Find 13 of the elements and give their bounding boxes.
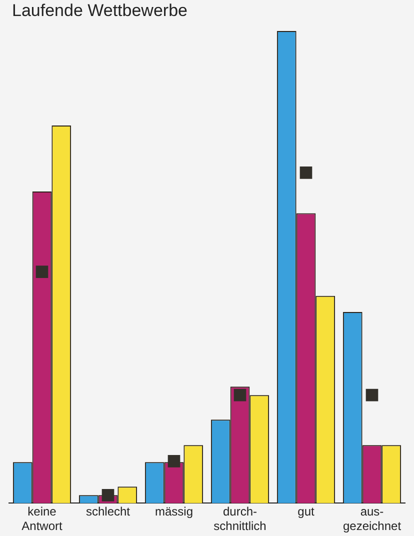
point xyxy=(300,166,312,179)
x-tick-label: mässig xyxy=(154,504,194,519)
chart-title: Laufende Wettbewerbe xyxy=(12,1,188,21)
x-tick-label: keine Antwort xyxy=(22,504,64,534)
x-tick-label: aus- gezeichnet xyxy=(342,504,402,534)
x-tick-label: gut xyxy=(298,504,316,519)
point xyxy=(366,388,378,402)
point xyxy=(36,266,48,278)
point xyxy=(168,455,180,468)
point xyxy=(102,489,114,502)
x-tick-label: durch- schnittlich xyxy=(214,504,266,534)
x-tick-label: schlecht xyxy=(86,504,131,519)
point xyxy=(234,388,246,402)
